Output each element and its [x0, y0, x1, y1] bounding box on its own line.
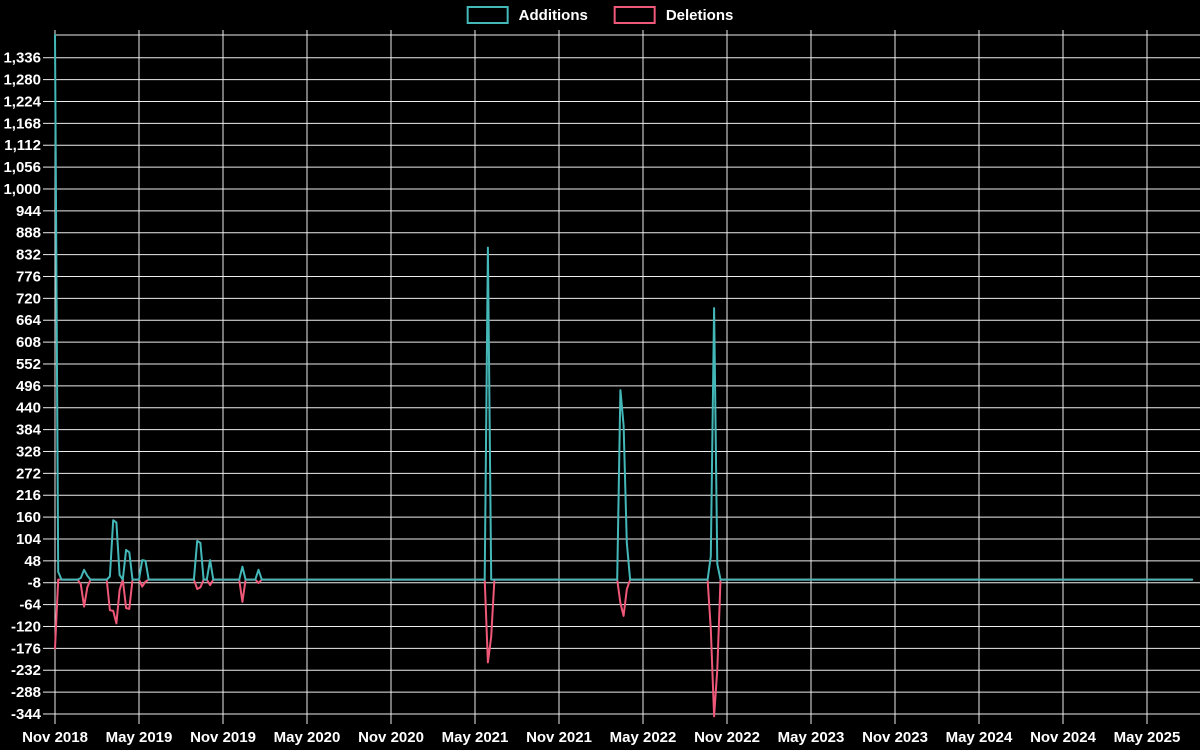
- y-tick-label: 272: [16, 465, 41, 482]
- y-tick-label: 1,000: [3, 181, 41, 198]
- x-tick-label: May 2025: [1114, 729, 1181, 746]
- y-tick-label: -176: [11, 640, 41, 657]
- y-tick-label: 328: [16, 443, 41, 460]
- y-tick-label: 496: [16, 378, 41, 395]
- deletions-swatch-icon: [613, 6, 656, 24]
- x-tick-label: Nov 2018: [22, 729, 88, 746]
- x-tick-label: Nov 2022: [694, 729, 760, 746]
- y-tick-label: 1,112: [4, 137, 41, 154]
- x-tick-label: May 2023: [778, 729, 845, 746]
- y-tick-label: 1,056: [3, 159, 41, 176]
- y-tick-label: 216: [16, 487, 41, 504]
- additions-line: [54, 34, 1194, 581]
- y-tick-label: 888: [16, 225, 41, 242]
- x-tick-label: Nov 2024: [1030, 729, 1097, 746]
- y-tick-label: 720: [16, 290, 41, 307]
- x-tick-label: Nov 2023: [862, 729, 928, 746]
- y-tick-label: -120: [11, 618, 41, 635]
- y-tick-label: -232: [11, 662, 41, 679]
- y-tick-label: 1,336: [3, 50, 41, 67]
- legend-item-deletions[interactable]: Deletions: [613, 6, 734, 24]
- chart-legend: Additions Deletions: [466, 6, 734, 24]
- x-tick-label: May 2024: [946, 729, 1013, 746]
- x-tick-label: May 2021: [442, 729, 509, 746]
- y-tick-label: 944: [16, 203, 42, 220]
- y-tick-label: -288: [11, 684, 41, 701]
- y-tick-label: 1,280: [3, 72, 41, 89]
- x-tick-label: Nov 2019: [190, 729, 256, 746]
- y-tick-label: -344: [11, 706, 42, 723]
- x-tick-label: May 2020: [274, 729, 341, 746]
- legend-label-deletions: Deletions: [665, 6, 734, 24]
- y-tick-label: 160: [16, 509, 41, 526]
- y-tick-label: -8: [28, 575, 41, 592]
- y-tick-label: 384: [16, 422, 42, 439]
- x-tick-label: May 2022: [610, 729, 677, 746]
- additions-swatch-icon: [466, 6, 509, 24]
- x-tick-label: May 2019: [106, 729, 173, 746]
- y-tick-label: 552: [16, 356, 41, 373]
- x-tick-label: Nov 2021: [526, 729, 592, 746]
- y-tick-label: 104: [16, 531, 42, 548]
- y-tick-label: 776: [16, 268, 41, 285]
- y-tick-label: 664: [16, 312, 42, 329]
- legend-label-additions: Additions: [518, 6, 588, 24]
- y-tick-label: -64: [19, 597, 41, 614]
- x-tick-label: Nov 2020: [358, 729, 424, 746]
- legend-item-additions[interactable]: Additions: [466, 6, 588, 24]
- y-tick-label: 832: [16, 247, 41, 264]
- y-tick-label: 440: [16, 400, 41, 417]
- y-tick-label: 1,224: [3, 93, 41, 110]
- y-tick-label: 1,168: [3, 115, 41, 132]
- y-tick-label: 48: [24, 553, 41, 570]
- y-tick-label: 608: [16, 334, 41, 351]
